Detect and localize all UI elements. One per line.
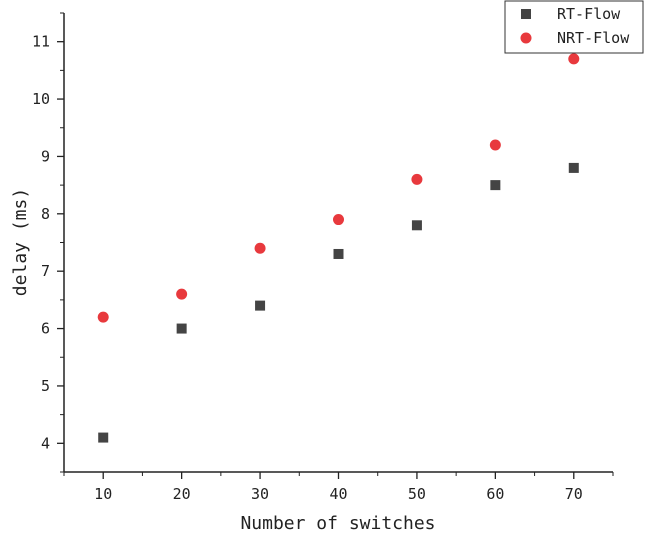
data-points xyxy=(97,53,580,443)
y-tick-label: 7 xyxy=(41,262,50,280)
legend-label-nrt-flow: NRT-Flow xyxy=(557,29,630,47)
point-rt-flow xyxy=(568,162,579,173)
point-rt-flow xyxy=(333,248,344,259)
x-tick-label: 10 xyxy=(94,485,112,503)
y-axis-ticks: 4 5 6 7 8 9 10 11 xyxy=(32,12,64,473)
legend-box xyxy=(504,0,644,54)
point-rt-flow xyxy=(98,432,109,443)
x-tick-label: 20 xyxy=(173,485,191,503)
point-rt-flow xyxy=(490,180,501,191)
x-axis-title: Number of switches xyxy=(240,513,435,534)
legend-marker-rt-flow xyxy=(521,9,531,19)
point-rt-flow xyxy=(255,300,266,311)
point-nrt-flow xyxy=(176,288,188,300)
legend-marker-nrt-flow xyxy=(520,32,532,44)
x-tick-label: 30 xyxy=(251,485,269,503)
point-nrt-flow xyxy=(333,214,344,226)
y-tick-label: 9 xyxy=(41,147,50,165)
y-tick-label: 11 xyxy=(32,33,50,51)
point-rt-flow xyxy=(411,220,422,231)
plot-frame xyxy=(63,13,613,473)
x-tick-label: 70 xyxy=(565,485,583,503)
point-nrt-flow xyxy=(411,173,423,185)
x-tick-label: 60 xyxy=(486,485,504,503)
y-tick-label: 8 xyxy=(41,205,50,223)
x-axis-ticks: 10 20 30 40 50 60 70 xyxy=(63,472,614,503)
x-tick-label: 50 xyxy=(408,485,426,503)
point-nrt-flow xyxy=(254,242,266,254)
point-nrt-flow xyxy=(568,53,580,65)
x-tick-label: 40 xyxy=(329,485,347,503)
point-rt-flow xyxy=(176,323,187,334)
y-axis-title: delay (ms) xyxy=(10,188,31,296)
y-tick-label: 4 xyxy=(41,434,50,452)
y-tick-label: 6 xyxy=(41,320,50,338)
legend-label-rt-flow: RT-Flow xyxy=(557,5,621,23)
y-tick-label: 10 xyxy=(32,90,50,108)
y-tick-label: 5 xyxy=(41,377,50,395)
point-nrt-flow xyxy=(97,311,109,323)
point-nrt-flow xyxy=(489,139,501,151)
legend: RT-Flow NRT-Flow xyxy=(504,0,644,54)
